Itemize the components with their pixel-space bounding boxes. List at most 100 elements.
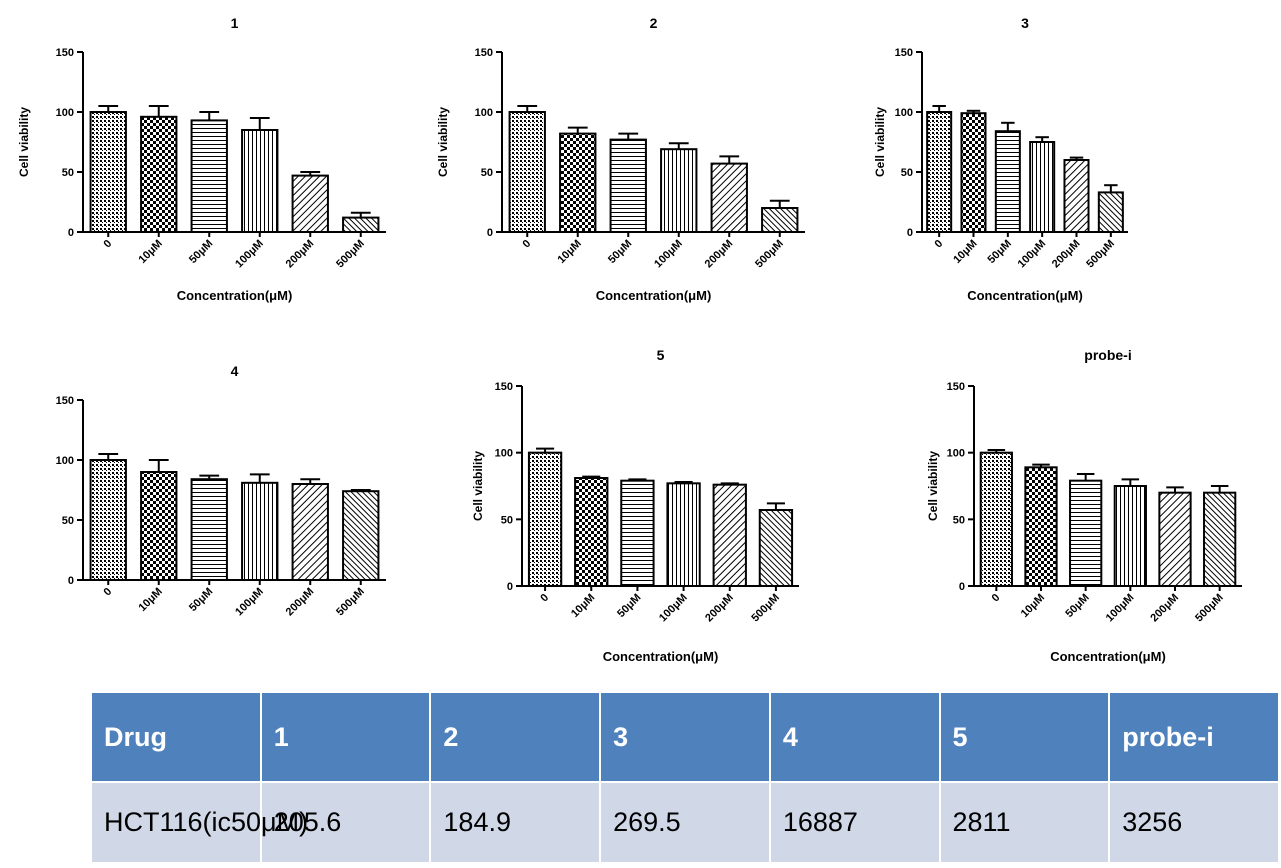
x-tick-label: 500μM <box>1193 592 1226 625</box>
bar <box>761 207 799 233</box>
x-tick-label: 10μM <box>569 592 597 620</box>
bar <box>89 111 127 233</box>
table-cell: 16887 <box>768 781 941 864</box>
table-header-cell: Drug <box>90 691 262 783</box>
table-header-cell: 5 <box>938 691 1111 783</box>
x-tick-label: 0 <box>932 238 945 251</box>
chart-panel: 2 0 50 100 150 0 10μM 50μM 100μM 200μM 500μM Concen… <box>436 15 805 303</box>
chart-panel: 3 0 50 100 150 0 10μM 50μM 100μM 200μM 500μM Concen… <box>873 15 1128 303</box>
y-tick-label: 150 <box>475 47 493 59</box>
table-header-cell: probe-i <box>1108 691 1280 783</box>
y-tick-label: 150 <box>56 395 74 407</box>
x-tick-label: 500μM <box>749 592 782 625</box>
x-tick-label: 500μM <box>334 238 367 271</box>
bar <box>1203 491 1237 587</box>
x-tick-label: 200μM <box>1050 238 1083 271</box>
y-tick-label: 150 <box>895 47 913 59</box>
x-tick-label: 50μM <box>615 592 643 620</box>
y-tick-label: 0 <box>68 575 74 587</box>
x-tick-label: 0 <box>521 238 534 251</box>
x-tick-label: 200μM <box>703 238 736 271</box>
x-tick-label: 10μM <box>136 238 164 266</box>
x-tick-label: 100μM <box>1104 592 1137 625</box>
bar <box>574 477 609 587</box>
x-tick-label: 0 <box>102 586 115 599</box>
y-tick-label: 0 <box>907 227 913 239</box>
x-tick-label: 50μM <box>187 238 215 266</box>
bar <box>508 111 546 233</box>
y-tick-label: 100 <box>895 107 913 119</box>
bar <box>89 459 127 581</box>
y-tick-label: 150 <box>56 47 74 59</box>
y-axis-label: Cell viability <box>926 451 940 521</box>
bar <box>660 148 698 233</box>
chart-panel: 1 0 50 100 150 0 10μM 50μM 100μM 200μM 500μM Concen… <box>17 15 386 303</box>
x-tick-label: 10μM <box>136 586 164 614</box>
x-tick-label: 100μM <box>233 586 266 619</box>
y-tick-label: 100 <box>495 448 513 460</box>
bar <box>979 451 1013 587</box>
chart-title: 1 <box>231 15 239 31</box>
chart-panel: 4 0 50 100 150 0 10μM 50μM 100μM 200μM 500μM <box>56 363 386 618</box>
table-cell: 3256 <box>1108 781 1280 864</box>
x-tick-label: 200μM <box>703 592 736 625</box>
bar <box>758 509 794 587</box>
y-tick-label: 50 <box>62 515 74 527</box>
y-axis-label: Cell viability <box>873 107 887 177</box>
chart-title: 4 <box>231 363 239 379</box>
x-tick-label: 0 <box>538 592 551 605</box>
y-axis-label: Cell viability <box>471 451 485 521</box>
bar <box>241 481 279 581</box>
y-tick-label: 150 <box>947 381 965 393</box>
bar <box>190 478 228 582</box>
chart-panel: probe-i 0 50 100 150 0 10μM 50μM 100μM 200μM 500μM… <box>926 347 1242 664</box>
y-tick-label: 100 <box>56 107 74 119</box>
table-header-cell: 3 <box>599 691 771 783</box>
bar <box>1113 485 1147 587</box>
x-axis-label: Concentration(μM) <box>967 288 1083 303</box>
bar <box>190 119 228 233</box>
x-tick-label: 10μM <box>555 238 583 266</box>
x-tick-label: 100μM <box>657 592 690 625</box>
x-axis-label: Concentration(μM) <box>603 649 719 664</box>
bar <box>1029 141 1056 233</box>
bar <box>926 111 953 233</box>
bar <box>960 112 987 233</box>
table-header-cell: 2 <box>429 691 602 783</box>
y-tick-label: 100 <box>947 448 965 460</box>
x-tick-label: 200μM <box>284 586 317 619</box>
x-tick-label: 200μM <box>1148 592 1181 625</box>
y-tick-label: 0 <box>68 227 74 239</box>
bar <box>1063 159 1090 233</box>
x-tick-label: 50μM <box>1063 592 1091 620</box>
bar <box>710 162 748 234</box>
bar <box>559 132 597 234</box>
y-axis-label: Cell viability <box>17 107 31 177</box>
x-tick-label: 100μM <box>652 238 685 271</box>
table-cell: HCT116(ic50μM) <box>90 781 308 864</box>
chart-title: 3 <box>1021 15 1029 31</box>
bar <box>140 471 178 581</box>
x-tick-label: 10μM <box>951 238 979 266</box>
bar <box>994 130 1021 233</box>
chart-title: 2 <box>650 15 658 31</box>
x-tick-label: 500μM <box>753 238 786 271</box>
y-tick-label: 50 <box>953 514 965 526</box>
y-tick-label: 100 <box>56 455 74 467</box>
bar <box>241 129 279 233</box>
y-tick-label: 0 <box>959 581 965 593</box>
x-tick-label: 500μM <box>334 586 367 619</box>
bar <box>342 216 380 234</box>
x-tick-label: 50μM <box>986 238 1014 266</box>
table-cell: 184.9 <box>429 781 602 864</box>
y-tick-label: 150 <box>495 381 513 393</box>
table-header-row: Drug 1 2 3 4 5 probe-i <box>90 691 1280 783</box>
y-tick-label: 50 <box>481 167 493 179</box>
x-tick-label: 100μM <box>233 238 266 271</box>
bar <box>609 138 647 234</box>
ic50-table: Drug 1 2 3 4 5 probe-i HCT116(ic50μM) 20… <box>90 691 1280 864</box>
x-axis-label: Concentration(μM) <box>596 288 712 303</box>
bar <box>620 479 655 587</box>
x-tick-label: 100μM <box>1016 238 1049 271</box>
